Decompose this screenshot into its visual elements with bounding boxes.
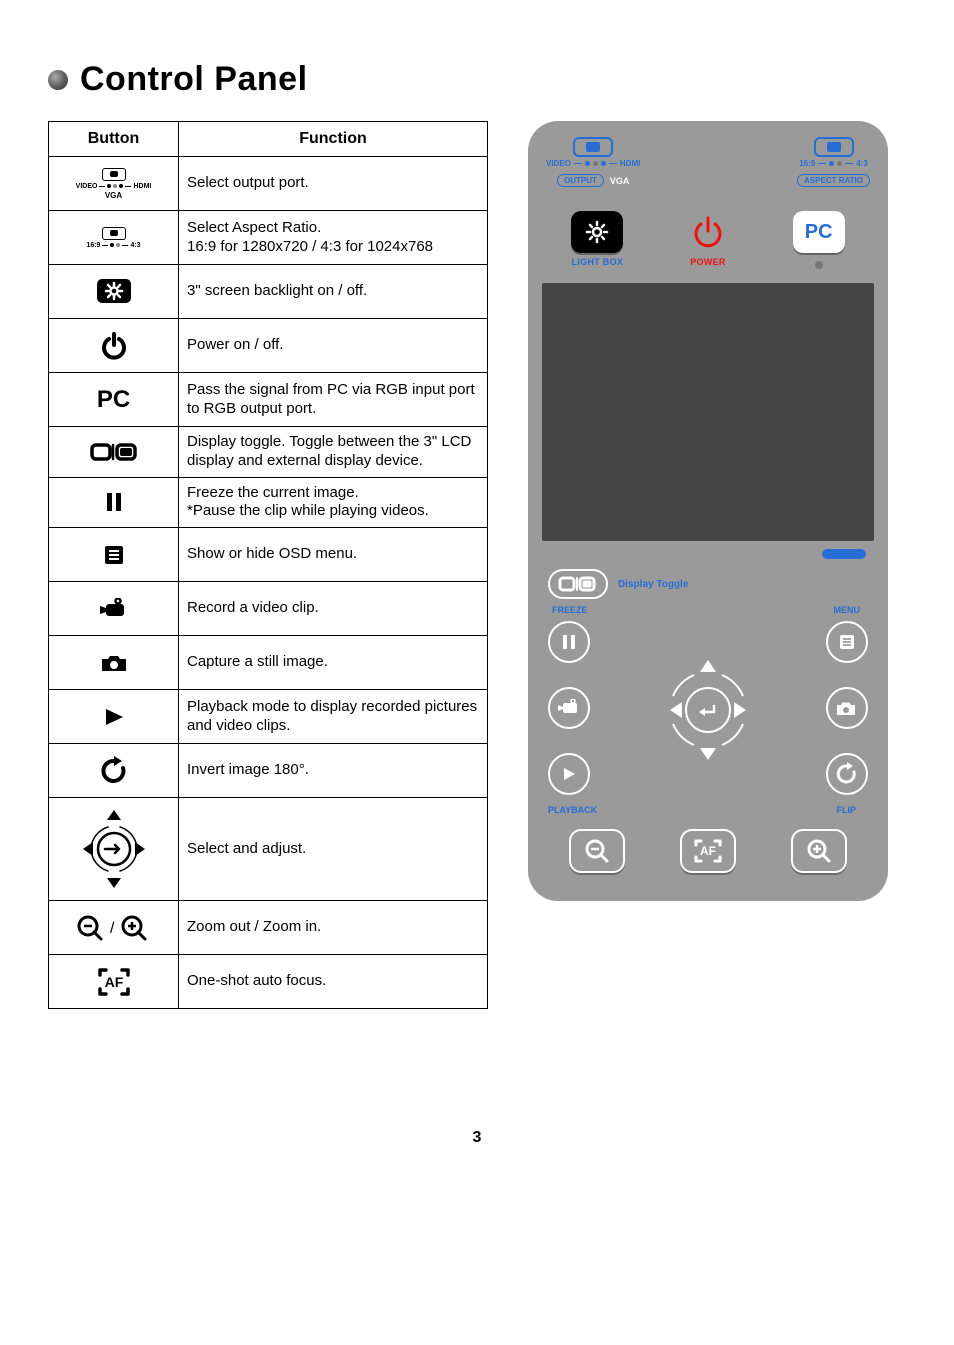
table-row-func: Playback mode to display recorded pictur… xyxy=(179,690,488,744)
table-row-func: Invert image 180°. xyxy=(179,744,488,798)
table-row-func: Select and adjust. xyxy=(179,798,488,901)
record-icon xyxy=(49,582,179,636)
flip-button[interactable] xyxy=(826,753,868,795)
power-icon xyxy=(49,319,179,373)
svg-text:AF: AF xyxy=(104,974,123,990)
display-toggle-button[interactable] xyxy=(548,569,608,599)
pause-icon xyxy=(49,477,179,528)
aspect-selector-icon: 16:9 4:3 xyxy=(49,211,179,265)
playback-button[interactable] xyxy=(548,753,590,795)
backlight-icon xyxy=(49,265,179,319)
freeze-button[interactable] xyxy=(548,621,590,663)
button-function-table: Button Function VIDEO HDMI xyxy=(48,121,488,1009)
power-button[interactable] xyxy=(682,211,734,253)
table-row-func: Show or hide OSD menu. xyxy=(179,528,488,582)
aspect-switch[interactable]: 16:9 4:3 ASPECT RATIO xyxy=(797,137,870,187)
zoom-in-button[interactable] xyxy=(791,829,847,873)
table-header-button: Button xyxy=(49,122,179,157)
rotate-icon xyxy=(49,744,179,798)
freeze-label: FREEZE xyxy=(552,605,588,615)
section-bullet-icon xyxy=(48,70,68,90)
flip-label: FLIP xyxy=(837,805,857,815)
pc-icon: PC xyxy=(49,373,179,427)
table-row-func: Capture a still image. xyxy=(179,636,488,690)
table-row-func: Record a video clip. xyxy=(179,582,488,636)
svg-text:/: / xyxy=(110,920,115,937)
display-toggle-label: Display Toggle xyxy=(618,579,688,590)
table-header-function: Function xyxy=(179,122,488,157)
lightbox-label: LIGHT BOX xyxy=(571,257,623,267)
menu-icon xyxy=(49,528,179,582)
table-row-func: One-shot auto focus. xyxy=(179,955,488,1009)
table-row-func: Zoom out / Zoom in. xyxy=(179,901,488,955)
zoom-out-button[interactable] xyxy=(569,829,625,873)
output-switch[interactable]: VIDEO HDMI OUTPUT VGA xyxy=(546,137,640,187)
status-bar-icon xyxy=(822,549,866,559)
autofocus-icon: AF xyxy=(49,955,179,1009)
autofocus-button[interactable]: AF xyxy=(680,829,736,873)
page-number: 3 xyxy=(48,1129,906,1147)
dpad-icon xyxy=(49,798,179,901)
table-row-func: Freeze the current image.*Pause the clip… xyxy=(179,477,488,528)
menu-label: MENU xyxy=(834,605,861,615)
device-screen xyxy=(542,283,874,541)
zoom-icons: / xyxy=(49,901,179,955)
table-row-func: Display toggle. Toggle between the 3" LC… xyxy=(179,427,488,478)
output-selector-icon: VIDEO HDMI VGA xyxy=(49,157,179,211)
device-illustration: VIDEO HDMI OUTPUT VGA 16:9 4:3 xyxy=(528,121,888,901)
table-row-func: 3" screen backlight on / off. xyxy=(179,265,488,319)
menu-button[interactable] xyxy=(826,621,868,663)
display-toggle-icon xyxy=(49,427,179,478)
table-row-func: Select output port. xyxy=(179,157,488,211)
record-button[interactable] xyxy=(548,687,590,729)
table-row-func: Select Aspect Ratio.16:9 for 1280x720 / … xyxy=(179,211,488,265)
camera-icon xyxy=(49,636,179,690)
lightbox-button[interactable] xyxy=(571,211,623,253)
pc-button[interactable]: PC xyxy=(793,211,845,253)
power-label: POWER xyxy=(690,257,726,267)
dpad-control[interactable] xyxy=(628,630,788,790)
page-title: Control Panel xyxy=(80,60,308,99)
enter-button[interactable] xyxy=(685,687,731,733)
play-icon xyxy=(49,690,179,744)
capture-button[interactable] xyxy=(826,687,868,729)
svg-text:AF: AF xyxy=(700,844,716,858)
table-row-func: Pass the signal from PC via RGB input po… xyxy=(179,373,488,427)
playback-label: PLAYBACK xyxy=(548,805,597,815)
table-row-func: Power on / off. xyxy=(179,319,488,373)
pc-led-icon xyxy=(815,261,823,269)
